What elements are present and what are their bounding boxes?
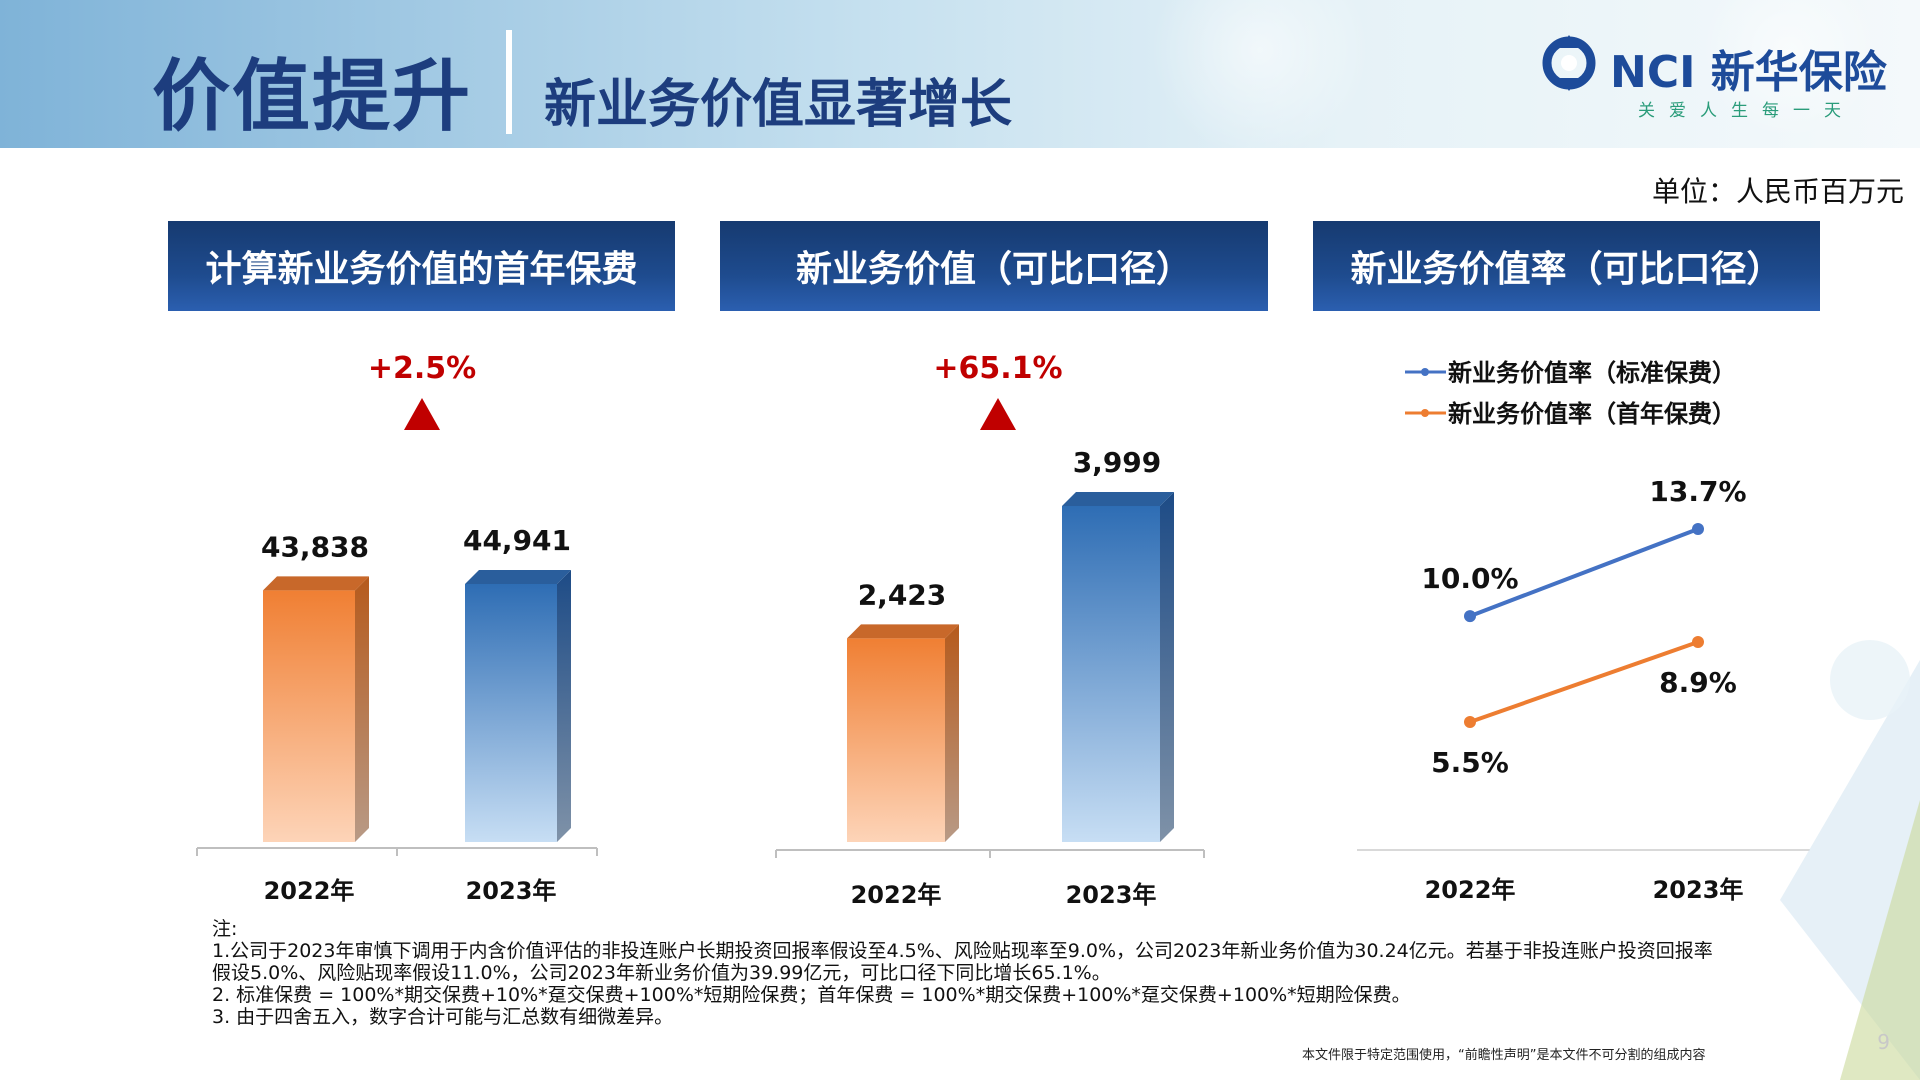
bar-2023年-side xyxy=(557,570,571,842)
bar-2023年 xyxy=(465,584,557,842)
data-point xyxy=(1692,523,1704,535)
up-triangle-icon xyxy=(980,398,1016,430)
panel-header-nbv-margin: 新业务价值率（可比口径） xyxy=(1313,221,1820,311)
series-line xyxy=(1469,527,1699,618)
page-number: 9 xyxy=(1877,1030,1890,1054)
x-tick-label: 2022年 xyxy=(1425,876,1516,904)
data-point xyxy=(1464,716,1476,728)
legend-label: 新业务价值率（标准保费） xyxy=(1448,359,1736,387)
nci-logo-icon xyxy=(1542,35,1596,91)
data-point xyxy=(1692,635,1704,648)
logo-brand-text: NCI 新华保险 xyxy=(1610,47,1887,98)
disclaimer: 本文件限于特定范围使用，“前瞻性声明”是本文件不可分割的组成内容 xyxy=(1302,1048,1706,1063)
up-triangle-icon xyxy=(404,398,440,430)
bar-value-label: 3,999 xyxy=(1073,446,1162,479)
data-label: 5.5% xyxy=(1431,746,1509,779)
data-point xyxy=(1464,610,1476,623)
x-tick-label: 2023年 xyxy=(1066,881,1157,909)
note-line: 1.公司于2023年审慎下调用于内含价值评估的非投连账户长期投资回报率假设至4.… xyxy=(212,940,1713,962)
bar-2022年-top xyxy=(263,576,369,591)
logo-slogan: 关爱人生每一天 xyxy=(1638,101,1855,121)
growth-label: +2.5% xyxy=(368,351,476,386)
bar-2022年-side xyxy=(355,576,369,842)
note-line: 3. 由于四舍五入，数字合计可能与汇总数有细微差异。 xyxy=(212,1006,674,1028)
title-divider xyxy=(506,30,512,134)
bar-2023年-top xyxy=(1062,492,1174,506)
panel-header-first-year-premium: 计算新业务价值的首年保费 xyxy=(168,221,675,311)
growth-label: +65.1% xyxy=(933,351,1062,386)
bar-2023年 xyxy=(1062,506,1160,842)
bar-2022年-side xyxy=(945,624,959,842)
bar-2022年 xyxy=(263,590,355,842)
data-label: 8.9% xyxy=(1659,666,1737,699)
legend-marker xyxy=(1421,409,1429,417)
legend-label: 新业务价值率（首年保费） xyxy=(1448,400,1736,428)
bar-value-label: 43,838 xyxy=(261,530,369,563)
note-line: 假设5.0%、风险贴现率假设11.0%，公司2023年新业务价值为39.99亿元… xyxy=(212,962,1111,984)
x-tick-label: 2022年 xyxy=(851,881,942,909)
x-tick-label: 2023年 xyxy=(466,877,557,905)
bar-2023年-side xyxy=(1160,492,1174,842)
bar-2022年-top xyxy=(847,624,959,639)
company-logo: NCI 新华保险 关爱人生每一天 xyxy=(1538,32,1888,122)
bar-2022年 xyxy=(847,638,945,842)
x-tick-label: 2022年 xyxy=(264,877,355,905)
bar-value-label: 44,941 xyxy=(463,524,571,557)
unit-label: 单位：人民币百万元 xyxy=(1651,175,1904,208)
bar-value-label: 2,423 xyxy=(858,578,947,611)
note-line: 2. 标准保费 = 100%*期交保费+10%*趸交保费+100%*短期险保费；… xyxy=(212,984,1411,1006)
page-title: 价值提升 xyxy=(152,52,473,142)
legend-marker xyxy=(1421,368,1429,376)
series-line xyxy=(1469,640,1699,724)
bar-2023年-top xyxy=(465,570,571,584)
data-label: 13.7% xyxy=(1649,475,1746,508)
panel-header-nbv: 新业务价值（可比口径） xyxy=(720,221,1268,311)
notes-heading: 注: xyxy=(212,918,238,940)
footnotes: 注: 1.公司于2023年审慎下调用于内含价值评估的非投连账户长期投资回报率假设… xyxy=(212,918,1812,1028)
header-band xyxy=(0,0,1920,148)
decorative-landscape xyxy=(1720,600,1920,1080)
x-tick-label: 2023年 xyxy=(1653,876,1744,904)
data-label: 10.0% xyxy=(1421,562,1518,595)
page-subtitle: 新业务价值显著增长 xyxy=(544,75,1013,135)
